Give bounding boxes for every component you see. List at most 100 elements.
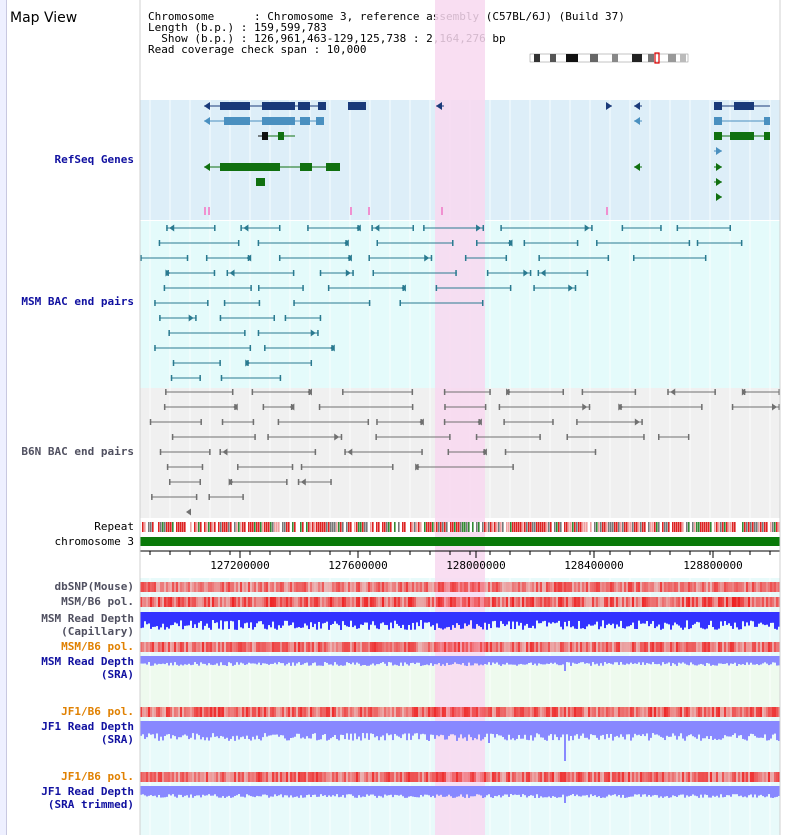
msm-b6-pol-cell — [540, 597, 542, 607]
msm-b6-pol-sra-cell — [174, 642, 176, 652]
b6n-bac-end — [171, 434, 174, 440]
jf1-trim-bar — [756, 786, 758, 798]
msm-bac-end — [223, 300, 226, 306]
msm-b6-pol-cell — [490, 597, 492, 607]
msm-depth-sra-bar — [708, 656, 710, 664]
track-label-b6n-bac[interactable]: B6N BAC end pairs — [21, 445, 134, 458]
repeat-mark — [312, 522, 314, 532]
jf1-trim-bar — [742, 786, 744, 798]
jf1-b6-pol2-cell — [330, 772, 332, 782]
msm-depth-cap-bar — [360, 612, 362, 625]
repeat-mark — [210, 522, 212, 532]
msm-b6-pol-sra-cell — [178, 642, 180, 652]
jf1-depth-bar — [248, 721, 250, 740]
msm-b6-pol-sra-cell — [400, 642, 402, 652]
jf1-b6-pol2-cell — [708, 772, 710, 782]
repeat-mark — [648, 522, 650, 532]
jf1-b6-pol-cell — [432, 707, 434, 717]
msm-depth-cap-bar — [298, 612, 300, 628]
jf1-b6-pol-cell — [378, 707, 380, 717]
repeat-mark — [452, 522, 454, 532]
jf1-depth-bar — [714, 721, 716, 739]
jf1-trim-bar — [248, 786, 250, 796]
msm-b6-pol-sra-cell — [690, 642, 692, 652]
track-label-msm-depth-cap: MSM Read Depth — [41, 612, 134, 625]
jf1-b6-pol2-cell — [584, 772, 586, 782]
jf1-depth-bar — [310, 721, 312, 739]
jf1-b6-pol-cell — [596, 707, 598, 717]
msm-b6-pol-sra-cell — [278, 642, 280, 652]
repeat-mark — [496, 522, 498, 532]
msm-b6-pol-sra-cell — [482, 642, 484, 652]
msm-b6-pol-sra-cell — [170, 642, 172, 652]
jf1-b6-pol2-cell — [182, 772, 184, 782]
msm-b6-pol-sra-cell — [448, 642, 450, 652]
jf1-b6-pol-cell — [448, 707, 450, 717]
repeat-mark — [744, 522, 746, 532]
msm-b6-pol-sra-cell — [148, 642, 150, 652]
dbsnp-cell — [562, 582, 564, 592]
jf1-depth-bar — [220, 721, 222, 736]
gene-arrow — [716, 147, 722, 155]
msm-b6-pol-sra-cell — [696, 642, 698, 652]
msm-b6-pol-cell — [320, 597, 322, 607]
repeat-mark — [382, 522, 384, 532]
dbsnp-cell — [230, 582, 232, 592]
highlight-region — [435, 0, 485, 835]
dbsnp-cell — [748, 582, 750, 592]
jf1-b6-pol-cell — [424, 707, 426, 717]
jf1-b6-pol2-cell — [354, 772, 356, 782]
msm-b6-pol-sra-cell — [628, 642, 630, 652]
jf1-b6-pol2-cell — [488, 772, 490, 782]
b6n-bac-end — [447, 449, 450, 455]
jf1-b6-pol2-cell — [496, 772, 498, 782]
msm-b6-pol-sra-cell — [348, 642, 350, 652]
dbsnp-cell — [384, 582, 386, 592]
msm-b6-pol-cell — [184, 597, 186, 607]
jf1-b6-pol2-cell — [546, 772, 548, 782]
msm-b6-pol-cell — [710, 597, 712, 607]
b6n-bac-end — [199, 479, 201, 485]
msm-b6-pol-cell — [512, 597, 514, 607]
jf1-b6-pol-cell — [346, 707, 348, 717]
msm-b6-pol-sra-cell — [474, 642, 476, 652]
msm-depth-sra-bar — [676, 656, 678, 666]
jf1-trim-bar — [648, 786, 650, 795]
jf1-trim-bar — [570, 786, 572, 796]
jf1-depth-bar — [656, 721, 658, 735]
msm-b6-pol-cell — [158, 597, 160, 607]
jf1-b6-pol-cell — [662, 707, 664, 717]
msm-depth-cap-bar — [692, 612, 694, 625]
jf1-b6-pol-cell — [592, 707, 594, 717]
msm-depth-cap-bar — [270, 612, 272, 628]
dbsnp-cell — [458, 582, 460, 592]
msm-depth-sra-bar — [334, 656, 336, 663]
dbsnp-cell — [648, 582, 650, 592]
msm-b6-pol-sra-cell — [470, 642, 472, 652]
msm-bac-end — [596, 240, 598, 246]
dbsnp-cell — [392, 582, 394, 592]
jf1-b6-pol-cell — [200, 707, 202, 717]
repeat-mark — [672, 522, 674, 532]
msm-depth-sra-bar — [226, 656, 228, 666]
msm-depth-sra-bar — [680, 656, 682, 664]
msm-depth-cap-bar — [364, 612, 366, 623]
jf1-b6-pol2-cell — [520, 772, 522, 782]
jf1-trim-bar — [572, 786, 574, 795]
msm-b6-pol-cell — [214, 597, 216, 607]
jf1-trim-bar — [346, 786, 348, 795]
msm-bac-end — [368, 255, 370, 261]
msm-b6-pol-sra-cell — [432, 642, 434, 652]
jf1-b6-pol2-cell — [768, 772, 770, 782]
dbsnp-cell — [712, 582, 714, 592]
repeat-mark — [694, 522, 696, 532]
msm-depth-sra-bar — [696, 656, 698, 666]
jf1-depth-bar — [664, 721, 666, 741]
track-label-refseq[interactable]: RefSeq Genes — [54, 153, 134, 166]
jf1-trim-bar — [726, 786, 728, 796]
jf1-depth-bar — [340, 721, 342, 735]
track-label-msm-bac[interactable]: MSM BAC end pairs — [21, 295, 134, 308]
jf1-depth-bar — [728, 721, 730, 737]
dbsnp-cell — [180, 582, 182, 592]
msm-b6-pol-cell — [668, 597, 670, 607]
